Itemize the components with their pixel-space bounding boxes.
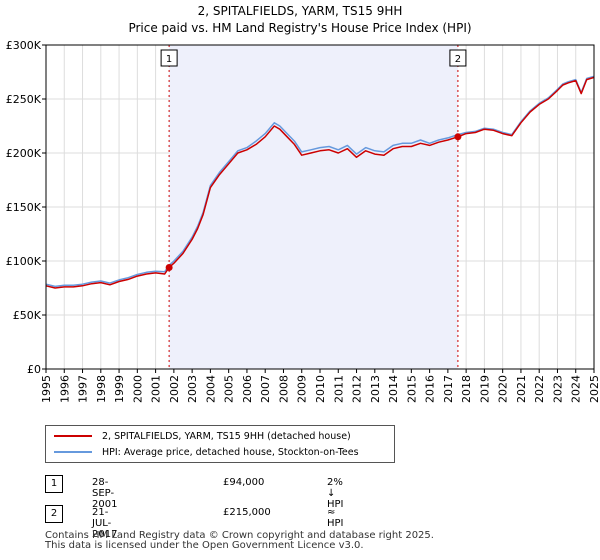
footer-copyright: Contains HM Land Registry data © Crown c… (45, 530, 434, 541)
sale-marker-label: 2 (455, 54, 461, 65)
x-tick-label: 2017 (442, 375, 455, 403)
x-tick-label: 2025 (588, 375, 600, 403)
x-tick-label: 2010 (314, 375, 327, 403)
sale-date: 28-SEP-2001 (92, 477, 118, 510)
chart-title: 2, SPITALFIELDS, YARM, TS15 9HH (197, 4, 403, 18)
x-tick-label: 1998 (95, 375, 108, 403)
x-tick-label: 2003 (186, 375, 199, 403)
x-tick-label: 1999 (113, 375, 126, 403)
x-tick-label: 2022 (533, 375, 546, 403)
y-tick-label: £300K (6, 39, 42, 52)
x-tick-label: 2020 (497, 375, 510, 403)
y-tick-label: £0 (27, 363, 41, 376)
y-tick-label: £100K (6, 255, 42, 268)
sale-marker-box (449, 49, 467, 67)
series-line-property (45, 76, 595, 289)
y-tick-label: £50K (13, 309, 42, 322)
x-tick-label: 1995 (40, 375, 53, 403)
x-tick-label: 2009 (296, 375, 309, 403)
sale-number-badge: 2 (45, 505, 63, 523)
sale-marker-label: 1 (166, 54, 172, 65)
x-tick-label: 2006 (241, 375, 254, 403)
legend-swatch-property (54, 435, 92, 437)
legend-item-property: 2, SPITALFIELDS, YARM, TS15 9HH (detache… (54, 429, 351, 443)
ownership-span (169, 45, 458, 369)
x-tick-label: 2005 (223, 375, 236, 403)
legend-label-hpi: HPI: Average price, detached house, Stoc… (102, 446, 359, 458)
legend-item-hpi: HPI: Average price, detached house, Stoc… (54, 445, 359, 459)
x-tick-label: 2007 (259, 375, 272, 403)
sale-hpi-comparison: ≈ HPI (327, 507, 344, 529)
x-tick-label: 2023 (551, 375, 564, 403)
legend-label-property: 2, SPITALFIELDS, YARM, TS15 9HH (detache… (102, 430, 351, 442)
x-tick-label: 2002 (168, 375, 181, 403)
sale-date: 21-JUL-2017 (92, 507, 118, 540)
x-tick-label: 1996 (58, 375, 71, 403)
x-tick-label: 2018 (460, 375, 473, 403)
sale-price: £215,000 (223, 507, 271, 518)
sale-hpi-comparison: 2% ↓ HPI (327, 477, 344, 510)
x-tick-label: 2015 (405, 375, 418, 403)
sale-number-badge: 1 (45, 475, 63, 493)
price-chart: 1 2 £0 £50K £100K £150K £200K £250K £300K 1995 19… (6, 39, 600, 403)
sale-price: £94,000 (223, 477, 265, 488)
x-tick-label: 2024 (570, 375, 583, 403)
x-tick-label: 1997 (77, 375, 90, 403)
x-tick-label: 2019 (478, 375, 491, 403)
y-tick-label: £250K (6, 93, 42, 106)
sale-marker-box (160, 49, 178, 67)
sale-point (165, 263, 173, 271)
legend: 2, SPITALFIELDS, YARM, TS15 9HH (detache… (45, 425, 395, 463)
x-tick-label: 2001 (150, 375, 163, 403)
y-tick-label: £150K (6, 201, 42, 214)
footer: Contains HM Land Registry data © Crown c… (45, 531, 434, 551)
x-tick-label: 2008 (277, 375, 290, 403)
footer-licence: This data is licensed under the Open Gov… (45, 540, 364, 551)
x-tick-label: 2004 (204, 375, 217, 403)
x-tick-label: 2021 (515, 375, 528, 403)
y-tick-label: £200K (6, 147, 42, 160)
x-tick-label: 2000 (131, 375, 144, 403)
chart-subtitle: Price paid vs. HM Land Registry's House … (128, 21, 472, 35)
x-tick-label: 2014 (387, 375, 400, 403)
x-tick-label: 2011 (332, 375, 345, 403)
x-tick-label: 2012 (351, 375, 364, 403)
x-tick-label: 2013 (369, 375, 382, 403)
legend-swatch-hpi (54, 451, 92, 453)
sale-point (454, 133, 462, 141)
x-tick-label: 2016 (424, 375, 437, 403)
